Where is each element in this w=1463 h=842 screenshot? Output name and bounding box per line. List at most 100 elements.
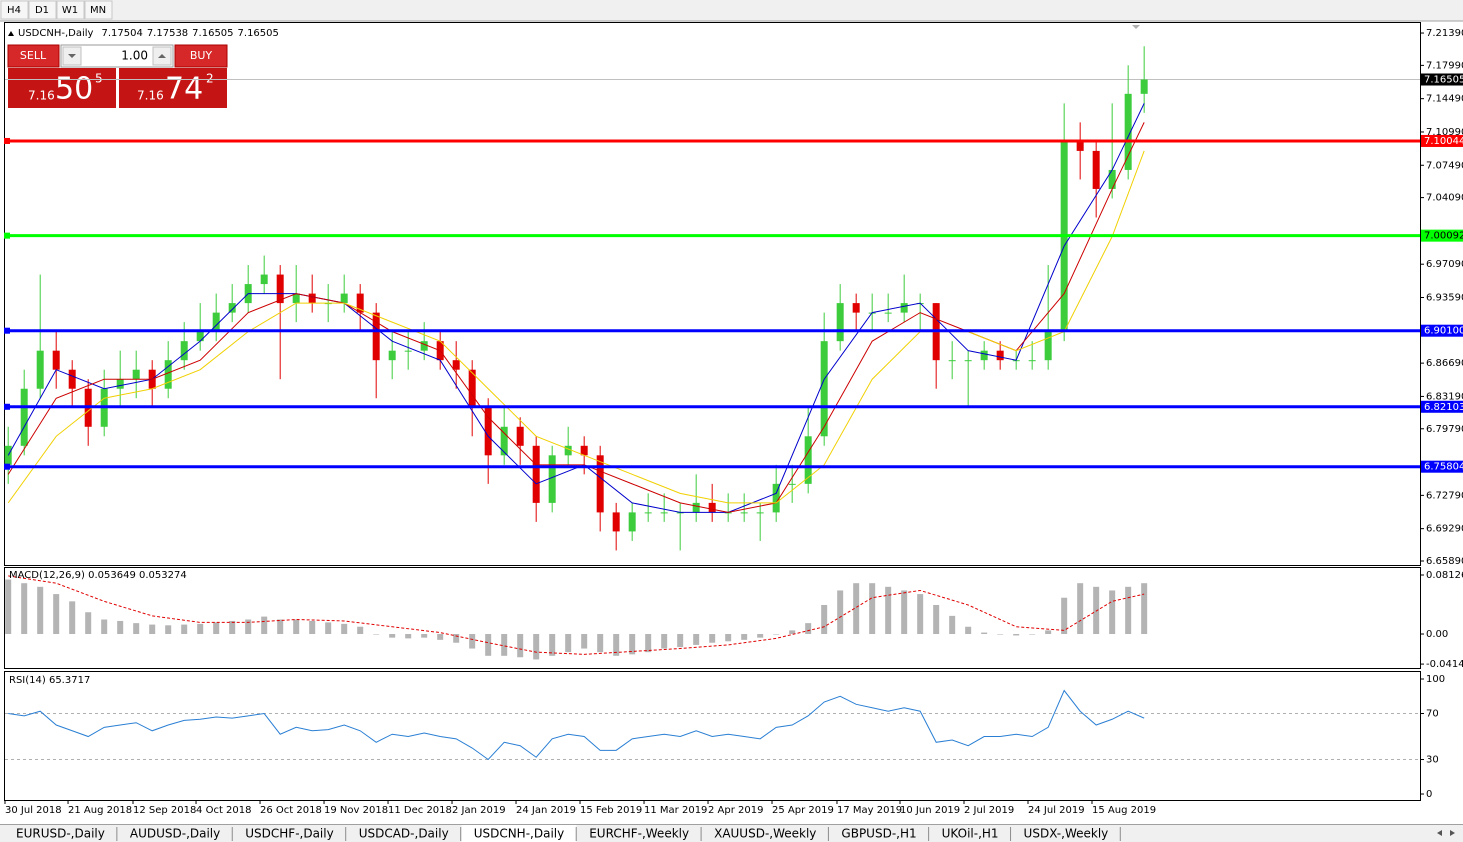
macd-bar: [197, 623, 204, 635]
macd-bar: [325, 622, 332, 635]
button[interactable]: [28, 0, 57, 20]
tab-background[interactable]: [233, 825, 346, 842]
collapse-icon[interactable]: [8, 31, 14, 36]
x-tick-label: 24 Jul 2019: [1028, 805, 1085, 816]
macd-bar: [709, 634, 716, 643]
tab-label[interactable]: GBPUSD-,H1: [841, 827, 916, 841]
level-label-box: [1421, 134, 1463, 147]
tab-background[interactable]: [577, 825, 702, 842]
macd-bar: [581, 634, 588, 649]
tab[interactable]: XAUUSD-,Weekly: [702, 825, 829, 842]
tab-background[interactable]: [829, 825, 929, 842]
tab-label[interactable]: UKOil-,H1: [942, 827, 999, 841]
tab[interactable]: USDCNH-,Daily: [461, 825, 577, 842]
tab-label[interactable]: USDCHF-,Daily: [245, 827, 333, 841]
tab-label[interactable]: USDCAD-,Daily: [359, 827, 449, 841]
tab[interactable]: USDCAD-,Daily: [346, 825, 462, 842]
candle-body: [532, 445, 540, 503]
bid-pips: 50: [55, 72, 93, 107]
tab[interactable]: AUDUSD-,Daily: [117, 825, 233, 842]
tab-label[interactable]: AUDUSD-,Daily: [130, 827, 220, 841]
macd-bar: [21, 583, 28, 635]
tab-background[interactable]: [461, 825, 577, 842]
tab[interactable]: USDX-,Weekly: [1011, 825, 1121, 842]
level-label: 7.00092: [1424, 231, 1463, 242]
candle-body: [52, 350, 60, 370]
ask-prefix: 7.16: [137, 89, 164, 103]
candle-body: [180, 341, 188, 361]
lot-input[interactable]: [60, 44, 174, 68]
candle-body: [628, 512, 636, 532]
ask-pips: 74: [165, 72, 203, 107]
macd-bar: [661, 634, 668, 649]
tab-label[interactable]: USDX-,Weekly: [1024, 827, 1109, 841]
tab-label[interactable]: EURCHF-,Weekly: [589, 827, 689, 841]
scroll-left[interactable]: [1437, 830, 1442, 836]
tab-background[interactable]: [4, 825, 117, 842]
tab[interactable]: EURCHF-,Weekly: [577, 825, 702, 842]
candle-body: [820, 341, 828, 437]
tab[interactable]: EURUSD-,Daily: [4, 825, 118, 842]
tab-label[interactable]: EURUSD-,Daily: [16, 827, 105, 841]
scroll-right[interactable]: [1450, 830, 1455, 836]
candle-body: [164, 360, 172, 389]
tab-background[interactable]: [346, 825, 461, 842]
button-label[interactable]: D1: [35, 5, 49, 16]
macd-bar: [485, 634, 492, 656]
tab[interactable]: USDCHF-,Daily: [233, 825, 347, 842]
down-arrow: [68, 54, 76, 58]
x-tick-label: 2 Jan 2019: [452, 805, 506, 816]
button[interactable]: [84, 0, 113, 20]
symbol: USDCNH-,Daily: [18, 28, 94, 39]
lot-value[interactable]: 1.00: [121, 49, 148, 63]
y-tick-label: 6.72790: [1426, 490, 1463, 501]
tab-label[interactable]: USDCNH-,Daily: [474, 827, 565, 841]
macd-bar: [885, 586, 892, 635]
candle-body: [420, 341, 428, 351]
sell-label[interactable]: SELL: [20, 49, 47, 62]
candle-body: [132, 369, 140, 380]
y-tick-label: 7.07490: [1426, 160, 1463, 171]
button-label[interactable]: H4: [7, 5, 21, 16]
tab-background[interactable]: [1011, 825, 1121, 842]
candle-body: [36, 350, 44, 389]
macd-bar: [5, 579, 12, 635]
tab-background[interactable]: [929, 825, 1011, 842]
sell-button[interactable]: [7, 44, 60, 68]
candle-body: [612, 512, 620, 532]
tab[interactable]: GBPUSD-,H1: [829, 825, 930, 842]
button[interactable]: [56, 0, 85, 20]
timeframe-buttons: H4 D1 W1 MN: [0, 0, 113, 20]
x-tick-label: 10 Jun 2019: [900, 805, 960, 816]
bid-box[interactable]: [8, 68, 116, 108]
macd-bar: [117, 620, 124, 635]
last-price-label: 7.16505: [1424, 75, 1463, 86]
macd-bar: [309, 620, 316, 635]
button-label[interactable]: MN: [90, 5, 106, 16]
button[interactable]: [0, 0, 29, 20]
indicator-title: RSI(14) 65.3717: [9, 675, 90, 686]
candle-body: [276, 274, 284, 304]
macd-bar: [501, 634, 508, 656]
button-label[interactable]: W1: [62, 5, 78, 16]
level-handle: [4, 137, 10, 144]
x-tick-label: 11 Dec 2018: [388, 805, 452, 816]
buy-label[interactable]: BUY: [190, 49, 213, 62]
tab-background[interactable]: [702, 825, 829, 842]
macd-bar: [469, 634, 476, 649]
candle-body: [836, 303, 844, 342]
macd-bar: [405, 634, 412, 639]
x-tick-label: 15 Feb 2019: [580, 805, 642, 816]
tab-background[interactable]: [117, 825, 233, 842]
tab-label[interactable]: XAUUSD-,Weekly: [714, 827, 816, 841]
ohlc-value: 7.17538: [147, 28, 188, 39]
level-label-box: [1421, 400, 1463, 413]
buy-button[interactable]: [174, 44, 228, 68]
macd-bar: [277, 619, 284, 635]
candle-body: [1028, 360, 1036, 362]
macd-bar: [773, 634, 780, 635]
ask-box[interactable]: [119, 68, 227, 108]
tab[interactable]: UKOil-,H1: [929, 825, 1012, 842]
